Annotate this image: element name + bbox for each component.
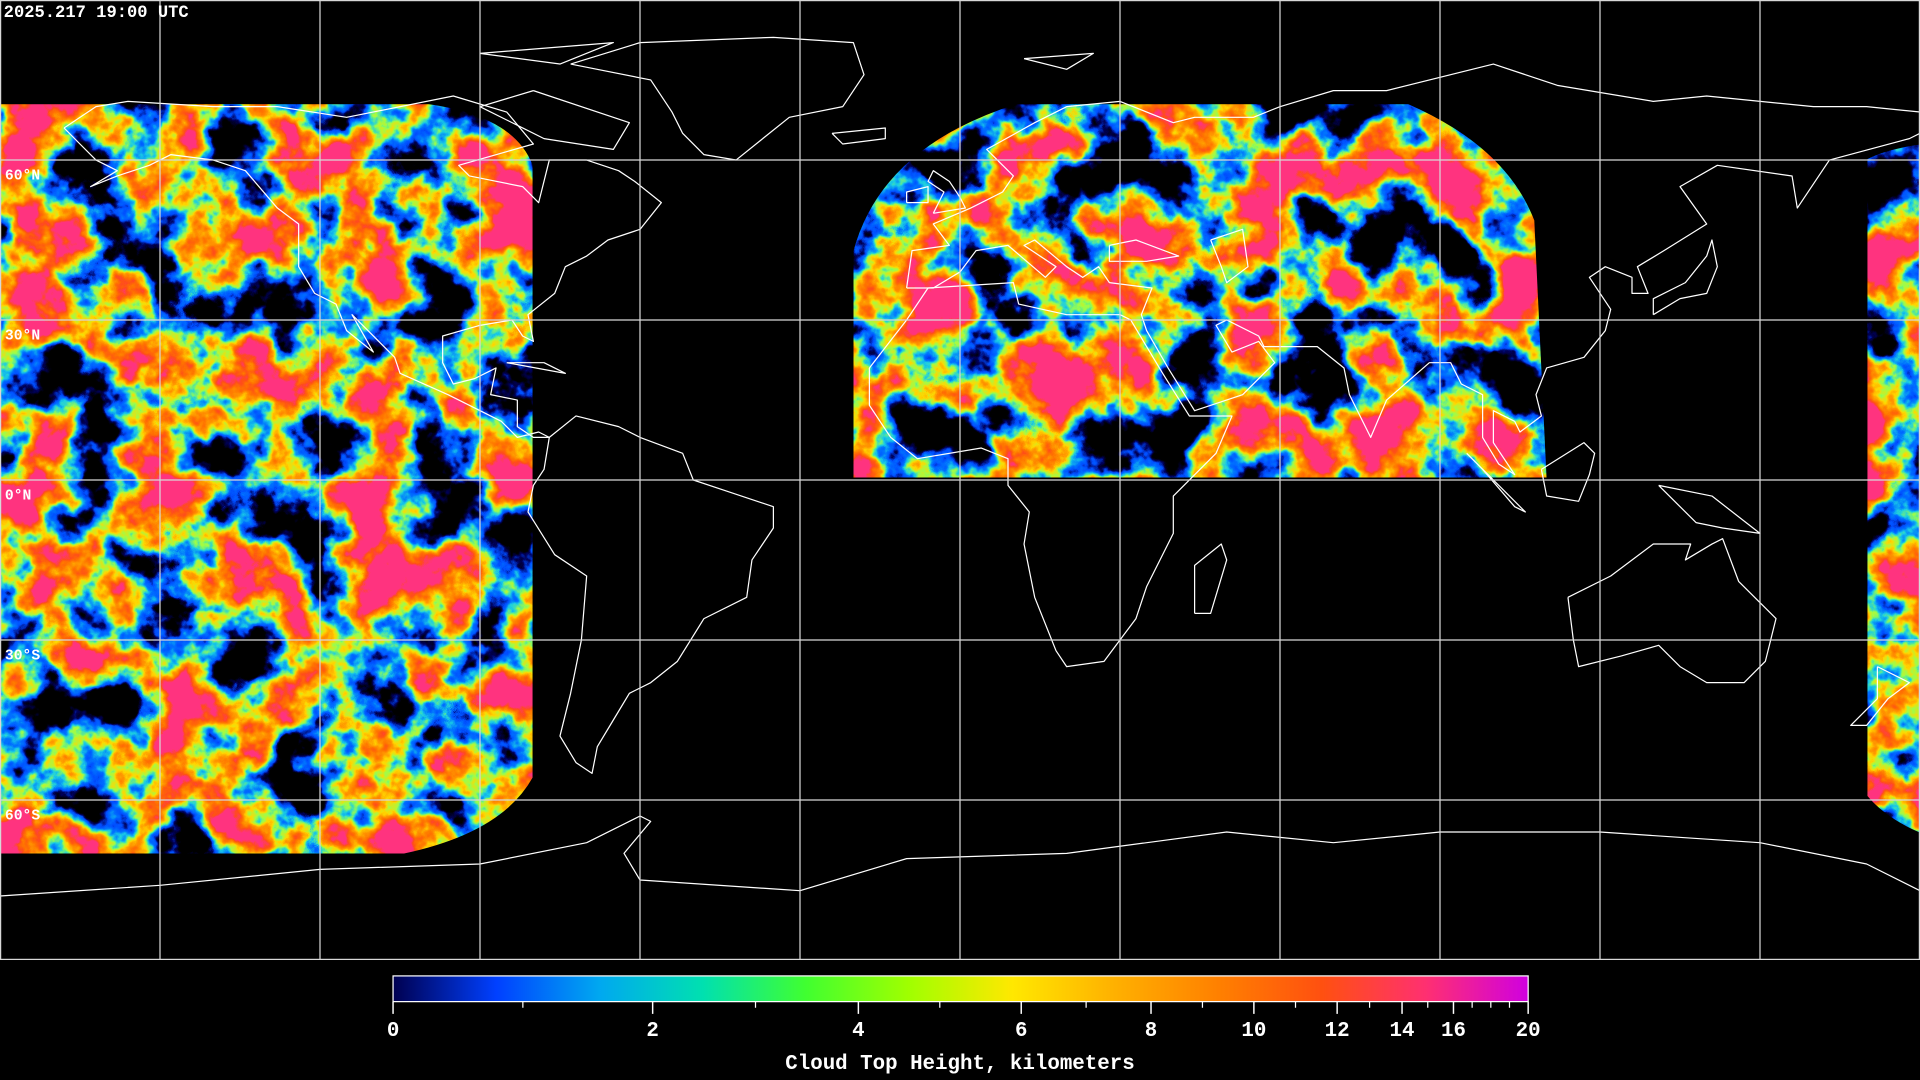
colorbar: 0 2 4 6 8 10 12 14 16 20 Cloud Top Height, kilome… xyxy=(387,975,1541,1076)
coastline xyxy=(831,127,886,145)
satellite-coverage-middle xyxy=(853,104,1547,478)
satellite-coverage-east xyxy=(1867,144,1920,833)
colorbar-ticks: 0 2 4 6 8 10 12 14 16 20 xyxy=(387,1001,1541,1043)
satellite-coverage-west xyxy=(0,104,533,854)
coastline xyxy=(1193,543,1228,614)
colorbar-tick-label: 12 xyxy=(1325,1020,1350,1043)
coastline xyxy=(479,41,614,65)
colorbar-gradient xyxy=(392,975,1529,1003)
colorbar-title: Cloud Top Height, kilometers xyxy=(785,1053,1134,1076)
colorbar-tick-label: 14 xyxy=(1390,1020,1415,1043)
lat-lon-grid xyxy=(0,0,1920,960)
coastline xyxy=(1466,452,1526,513)
coastline xyxy=(506,362,566,374)
latitude-label: 30°S xyxy=(5,649,40,665)
colorbar-tick-label: 10 xyxy=(1241,1020,1266,1043)
coastline xyxy=(868,282,1233,668)
colorbar-tick-label: 20 xyxy=(1516,1020,1541,1043)
latitude-label: 30°N xyxy=(5,329,40,345)
coastline xyxy=(906,185,929,204)
latitude-label: 60°S xyxy=(5,809,40,825)
map-border xyxy=(0,0,1920,960)
colorbar-tick-label: 16 xyxy=(1441,1020,1466,1043)
coastline xyxy=(1540,442,1596,502)
latitude-label: 0°N xyxy=(5,489,31,505)
latitude-labels: 60°N 30°N 0°N 30°S 60°S xyxy=(5,169,40,825)
colorbar-tick-label: 2 xyxy=(646,1020,658,1043)
colorbar-tick-label: 0 xyxy=(387,1020,399,1043)
coastline xyxy=(1108,239,1180,262)
coastline xyxy=(63,95,662,439)
timestamp: 2025.217 19:00 UTC xyxy=(4,4,189,23)
coastline xyxy=(927,170,967,214)
colorbar-tick-label: 8 xyxy=(1145,1020,1157,1043)
latitude-label: 60°N xyxy=(5,169,40,185)
coastline xyxy=(1023,52,1094,70)
coastline xyxy=(570,36,865,161)
coastline xyxy=(1652,239,1718,316)
coastline xyxy=(1850,666,1910,727)
coastline xyxy=(1210,228,1249,284)
coastline xyxy=(479,90,630,150)
colorbar-tick-label: 4 xyxy=(852,1020,864,1043)
colorbar-tick-label: 6 xyxy=(1015,1020,1027,1043)
coastline xyxy=(1658,484,1761,535)
